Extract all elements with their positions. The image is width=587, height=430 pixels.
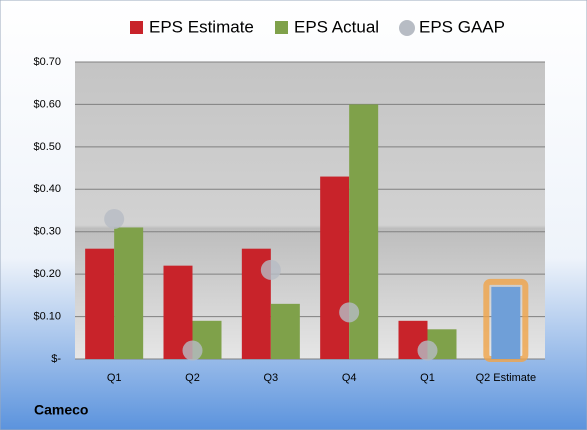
x-tick-label: Q2 Estimate <box>476 372 537 384</box>
y-tick-label: $0.70 <box>33 56 61 68</box>
legend-swatch <box>275 21 288 34</box>
bar <box>85 248 115 359</box>
y-tick-label: $0.20 <box>33 268 61 280</box>
x-tick-label: Q3 <box>263 372 278 384</box>
bar <box>320 176 350 359</box>
gaap-point <box>417 340 438 361</box>
y-tick-label: $0.10 <box>33 310 61 322</box>
legend-label: EPS Estimate <box>149 17 254 36</box>
y-tick-label: $0.40 <box>33 183 61 195</box>
y-tick-label: $- <box>51 353 61 365</box>
legend-label: EPS GAAP <box>419 17 505 36</box>
footer: Cameco <box>34 402 88 418</box>
y-tick-label: $0.50 <box>33 141 61 153</box>
x-tick-label: Q2 <box>185 372 200 384</box>
x-tick-label: Q1 <box>107 372 122 384</box>
legend-swatch <box>399 20 415 36</box>
x-tick-label: Q4 <box>342 372 357 384</box>
y-tick-label: $0.30 <box>33 226 61 238</box>
gaap-point <box>260 259 281 280</box>
gaap-point <box>104 208 125 229</box>
bar <box>270 303 300 359</box>
plot-area <box>75 62 545 359</box>
bar <box>491 286 521 359</box>
legend-swatch <box>130 21 143 34</box>
gaap-point <box>339 302 360 323</box>
bar <box>114 227 144 359</box>
gaap-point <box>182 340 203 361</box>
legend-label: EPS Actual <box>294 17 379 36</box>
x-tick-label: Q1 <box>420 372 435 384</box>
y-tick-label: $0.60 <box>33 98 61 110</box>
